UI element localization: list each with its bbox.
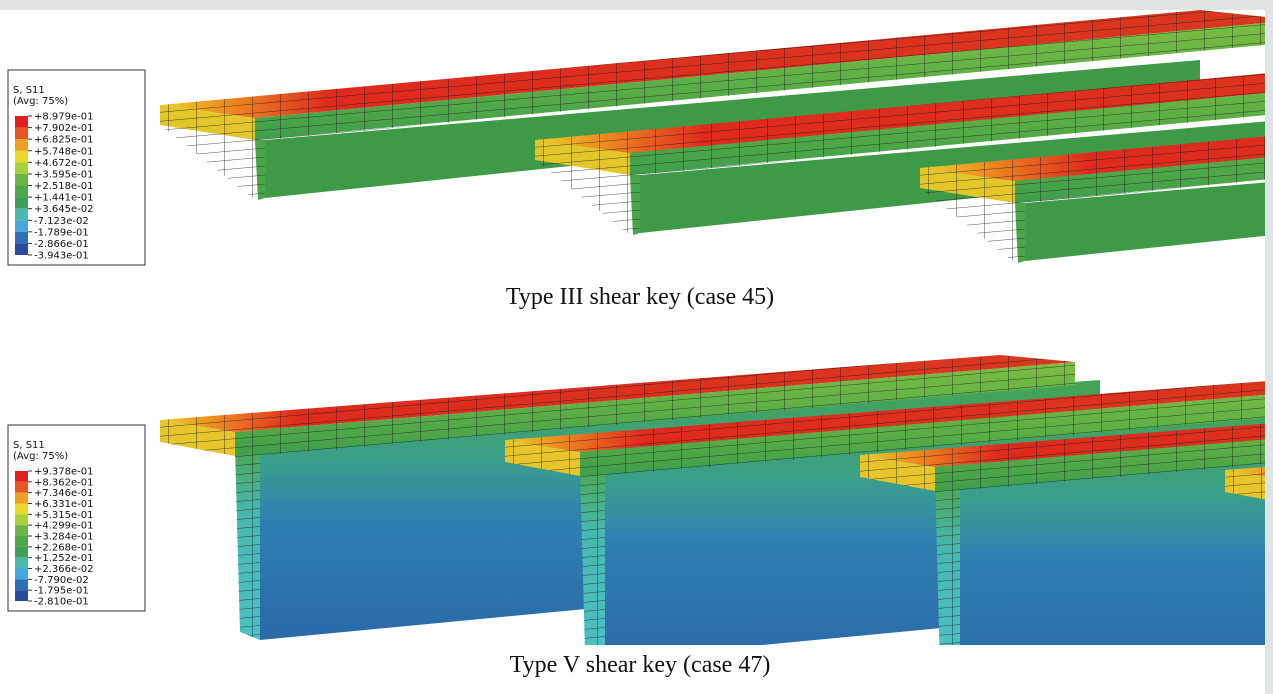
legend-label: +1.441e-01 — [34, 193, 94, 204]
legend-label: -7.123e-02 — [34, 216, 89, 227]
legend-swatch — [15, 162, 28, 174]
legend-swatch — [15, 186, 28, 198]
legend-label: -7.790e-02 — [34, 575, 89, 586]
legend-label: +2.366e-02 — [34, 564, 94, 575]
legend-swatch — [15, 174, 28, 186]
legend-swatch — [15, 569, 28, 580]
legend-swatch — [15, 209, 28, 221]
legend-swatch — [15, 197, 28, 209]
legend-swatch — [15, 536, 28, 547]
legend-label: -1.789e-01 — [34, 227, 89, 238]
legend-subtitle: (Avg: 75%) — [13, 96, 68, 107]
legend-label: +8.362e-01 — [34, 477, 94, 488]
legend-title: S, S11 — [13, 440, 45, 451]
legend-swatch — [15, 232, 28, 244]
legend-title: S, S11 — [13, 85, 45, 96]
legend-swatch — [15, 482, 28, 493]
legend-swatch — [15, 116, 28, 128]
legend-swatch — [15, 525, 28, 536]
legend-swatch — [15, 139, 28, 151]
legend-swatch — [15, 547, 28, 558]
legend-label: +9.378e-01 — [34, 467, 94, 478]
legend-label: +3.595e-01 — [34, 169, 94, 180]
legend-label: +2.268e-01 — [34, 542, 94, 553]
legend-label: +3.284e-01 — [34, 532, 94, 543]
legend-label: +4.299e-01 — [34, 521, 94, 532]
legend-swatch — [15, 504, 28, 515]
caption: Type III shear key (case 45) — [506, 284, 774, 310]
legend-label: +4.672e-01 — [34, 158, 94, 169]
legend-swatch — [15, 590, 28, 601]
legend-label: +1.252e-01 — [34, 553, 94, 564]
legend-swatch — [15, 151, 28, 163]
legend-swatch — [15, 220, 28, 232]
legend-label: +7.902e-01 — [34, 123, 94, 134]
figure: S, S11(Avg: 75%)+8.979e-01+7.902e-01+6.8… — [0, 0, 1273, 694]
legend-label: -2.810e-01 — [34, 597, 89, 608]
legend-label: +7.346e-01 — [34, 488, 94, 499]
legend-label: +6.825e-01 — [34, 135, 94, 146]
legend-label: +5.748e-01 — [34, 146, 94, 157]
legend-swatch — [15, 579, 28, 590]
legend-swatch — [15, 128, 28, 140]
legend-subtitle: (Avg: 75%) — [13, 451, 68, 462]
legend-label: +3.645e-02 — [34, 204, 94, 215]
legend-swatch — [15, 493, 28, 504]
legend-swatch — [15, 558, 28, 569]
legend-label: +2.518e-01 — [34, 181, 94, 192]
legend-label: -1.795e-01 — [34, 586, 89, 597]
legend-swatch — [15, 471, 28, 482]
legend-label: -3.943e-01 — [34, 251, 89, 262]
legend-label: +5.315e-01 — [34, 510, 94, 521]
legend-label: +6.331e-01 — [34, 499, 94, 510]
caption: Type V shear key (case 47) — [510, 652, 771, 678]
legend-swatch — [15, 514, 28, 525]
legend-swatch — [15, 243, 28, 255]
legend-label: -2.866e-01 — [34, 239, 89, 250]
legend-label: +8.979e-01 — [34, 112, 94, 123]
